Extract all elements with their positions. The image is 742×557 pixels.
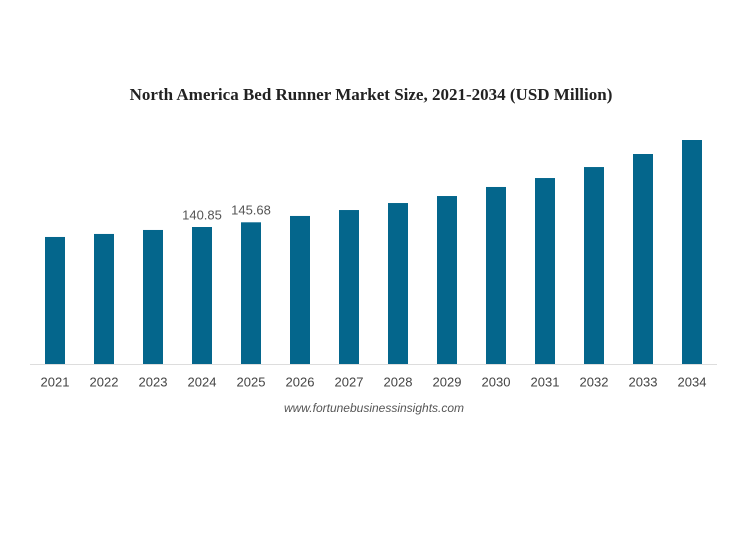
x-tick-label: 2021 (41, 374, 70, 389)
bar (192, 227, 212, 364)
bar (339, 210, 359, 364)
x-tick-label: 2030 (482, 374, 511, 389)
x-tick-label: 2022 (90, 374, 119, 389)
x-tick-label: 2028 (384, 374, 413, 389)
bar (535, 178, 555, 364)
x-tick-label: 2033 (629, 374, 658, 389)
x-tick-label: 2026 (286, 374, 315, 389)
bar (437, 196, 457, 364)
bar (633, 154, 653, 364)
bar (388, 203, 408, 364)
chart-title: North America Bed Runner Market Size, 20… (130, 85, 613, 104)
bar (94, 233, 114, 364)
x-tick-label: 2024 (188, 374, 217, 389)
x-tick-label: 2025 (237, 374, 266, 389)
bar (241, 222, 261, 364)
x-tick-label: 2034 (678, 374, 707, 389)
bar (290, 215, 310, 364)
value-label: 140.85 (182, 207, 222, 222)
bar (143, 229, 163, 364)
source: www.fortunebusinessinsights.com (284, 401, 464, 415)
bar (486, 186, 506, 364)
x-tick-label: 2027 (335, 374, 364, 389)
bar (682, 140, 702, 364)
x-tick-label: 2023 (139, 374, 168, 389)
x-tick-label: 2031 (531, 374, 560, 389)
x-tick-label: 2032 (580, 374, 609, 389)
value-label: 145.68 (231, 203, 271, 218)
bar (45, 236, 65, 364)
bar (584, 167, 604, 364)
x-tick-label: 2029 (433, 374, 462, 389)
